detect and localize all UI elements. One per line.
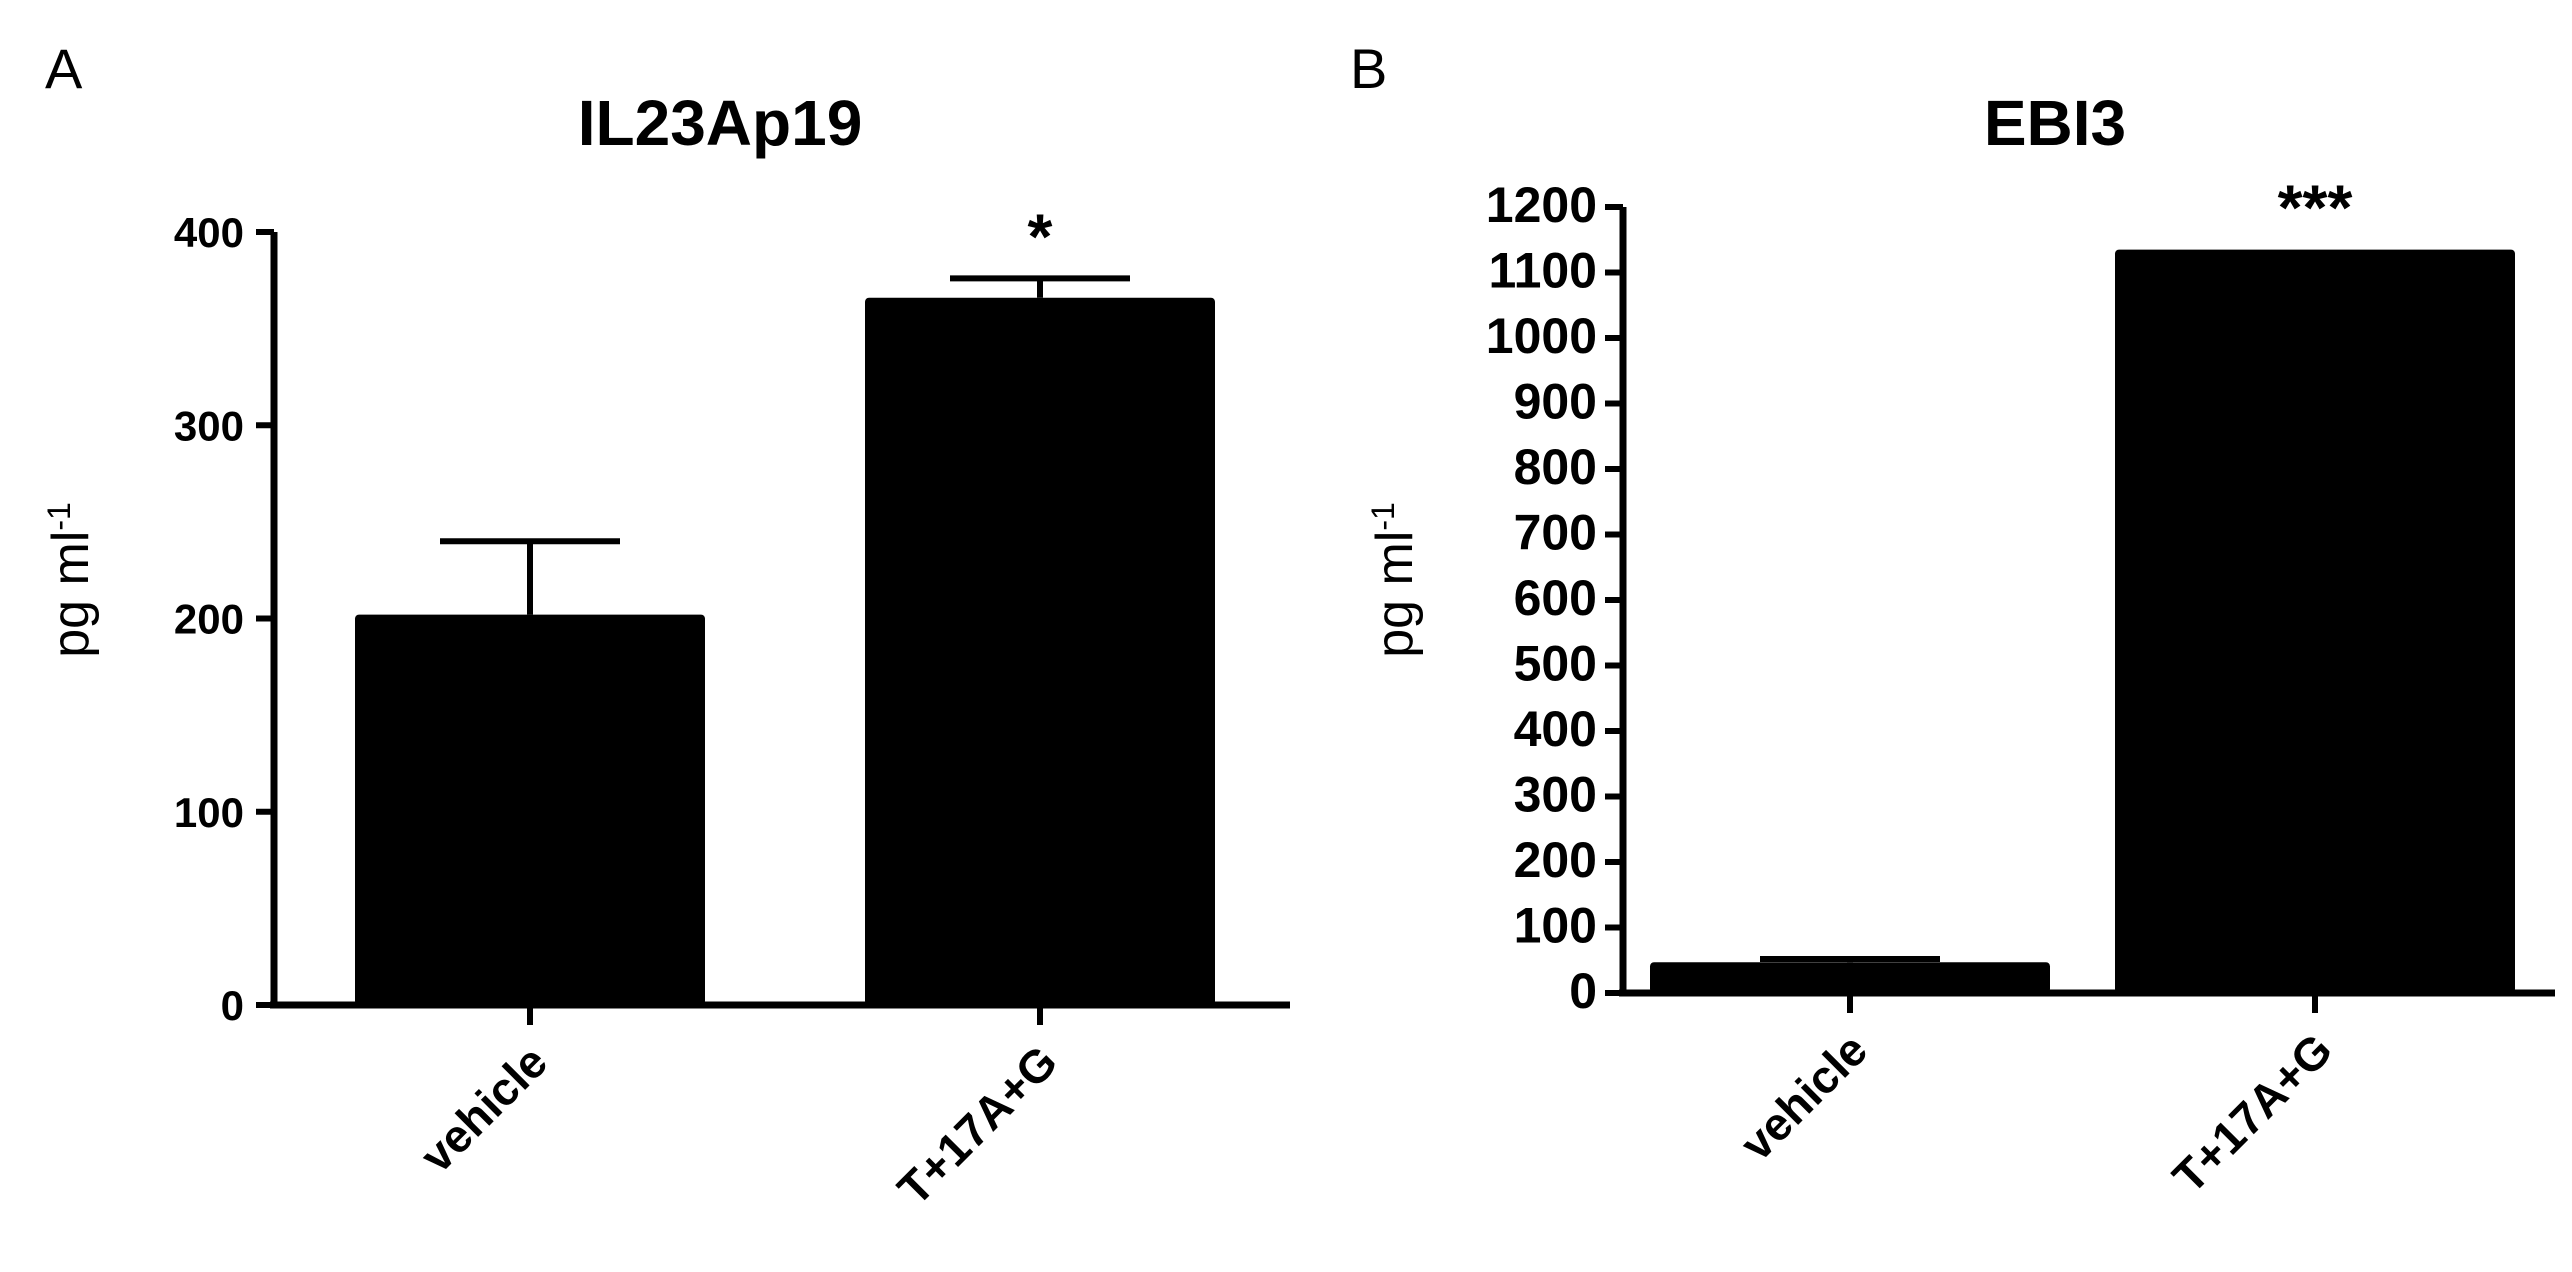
significance-label: * xyxy=(1028,200,1053,272)
panel-a-title: IL23Ap19 xyxy=(578,87,863,159)
y-tick-label: 600 xyxy=(1514,570,1597,626)
bar xyxy=(355,614,705,1005)
y-tick-label: 400 xyxy=(174,209,244,256)
panel-b-bars: *** xyxy=(1650,172,2515,993)
bar xyxy=(2115,249,2515,993)
y-tick-label: 200 xyxy=(1514,832,1597,888)
y-tick-label: 300 xyxy=(174,402,244,449)
bar xyxy=(1650,962,2050,993)
y-tick-label: 500 xyxy=(1514,636,1597,692)
x-tick-label: T+17A+G xyxy=(887,1035,1067,1215)
y-tick-label: 1200 xyxy=(1486,177,1597,233)
y-tick-label: 1100 xyxy=(1489,243,1597,299)
y-tick-label: 200 xyxy=(174,596,244,643)
panel-b-ylabel: pg ml-1 xyxy=(1365,502,1424,658)
y-tick-label: 0 xyxy=(221,982,244,1029)
y-tick-label: 1000 xyxy=(1486,308,1597,364)
panel-a-x-ticks: vehicle T+17A+G xyxy=(410,1005,1067,1215)
panel-a-letter: A xyxy=(45,37,83,100)
x-tick-label: vehicle xyxy=(410,1035,557,1182)
y-tick-label: 100 xyxy=(174,789,244,836)
panel-a-ylabel: pg ml-1 xyxy=(41,502,100,658)
bar xyxy=(865,297,1215,1006)
significance-label: *** xyxy=(2278,172,2353,244)
panel-a: A IL23Ap19 pg ml-1 0 100 200 300 400 * vehic… xyxy=(41,37,1290,1215)
panel-a-y-ticks: 0 100 200 300 400 xyxy=(174,209,274,1029)
panel-b-letter: B xyxy=(1350,37,1387,100)
panel-b: B EBI3 pg ml-1 0 100 200 300 400 500 600 700 800… xyxy=(1350,37,2555,1203)
y-tick-label: 800 xyxy=(1514,439,1597,495)
y-tick-label: 400 xyxy=(1514,701,1597,757)
panel-a-bars: * xyxy=(355,200,1215,1006)
panel-b-title: EBI3 xyxy=(1984,87,2126,159)
y-tick-label: 900 xyxy=(1514,374,1597,430)
y-tick-label: 0 xyxy=(1569,963,1597,1019)
panel-b-x-ticks: vehicle T+17A+G xyxy=(1730,993,2342,1203)
y-tick-label: 100 xyxy=(1514,898,1597,954)
panel-b-y-ticks: 0 100 200 300 400 500 600 700 800 900 1000 1100 1200 xyxy=(1486,177,1623,1019)
y-tick-label: 300 xyxy=(1514,767,1597,823)
x-tick-label: T+17A+G xyxy=(2162,1023,2342,1203)
x-tick-label: vehicle xyxy=(1730,1023,1877,1170)
y-tick-label: 700 xyxy=(1514,505,1597,561)
